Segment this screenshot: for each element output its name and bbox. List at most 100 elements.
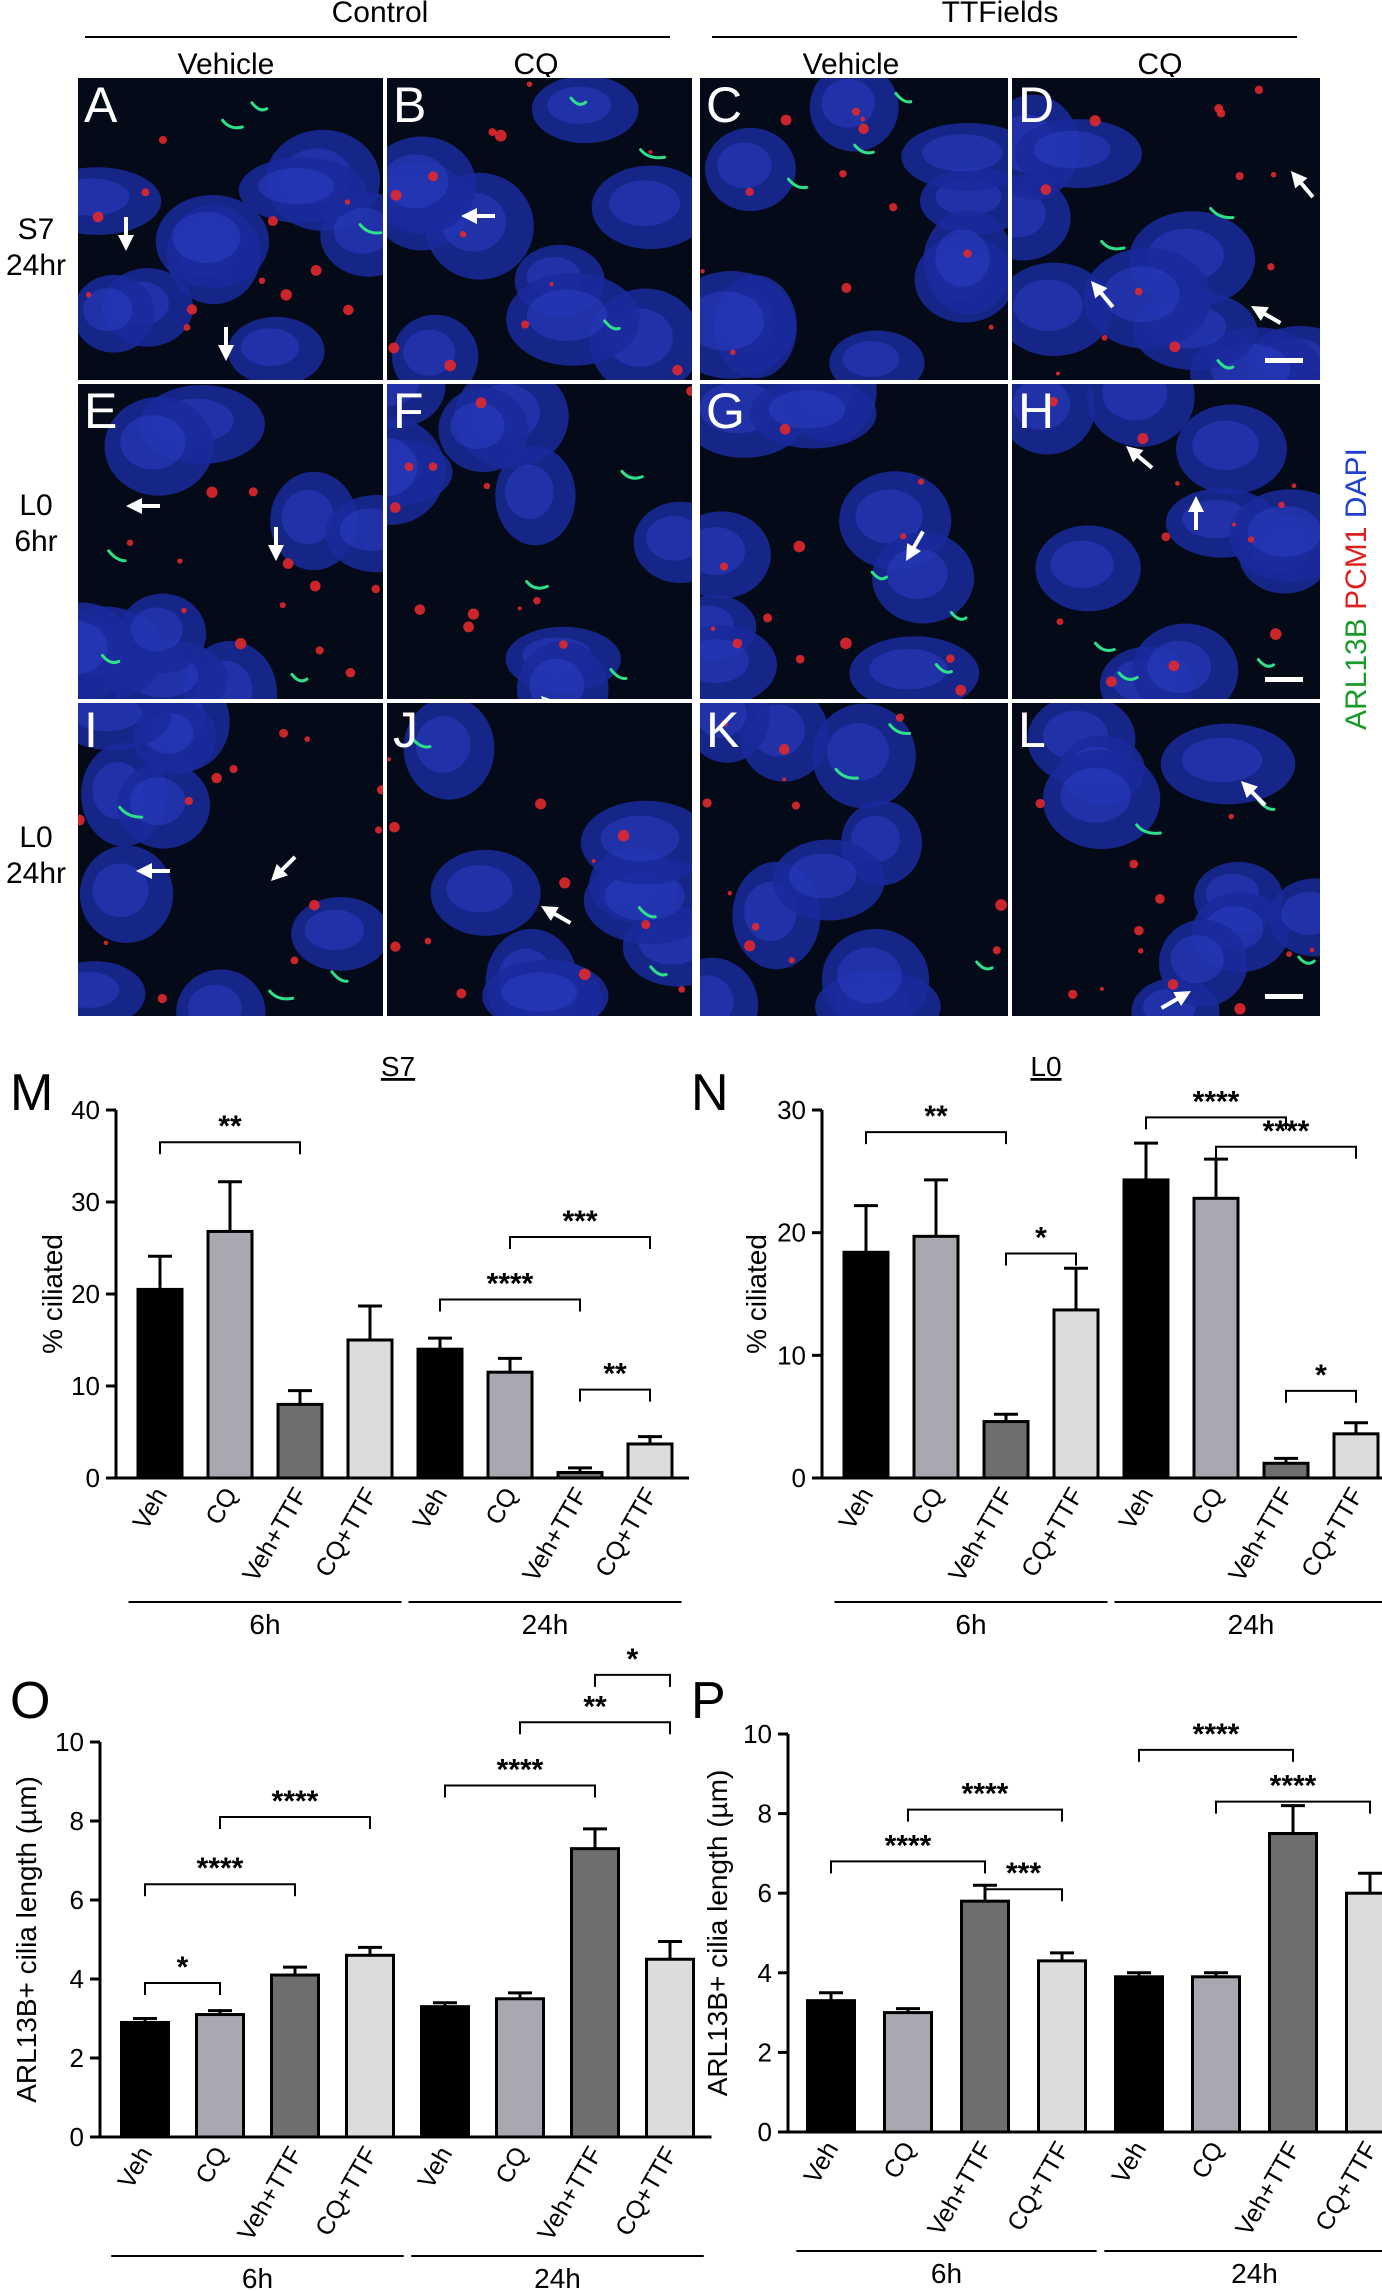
y-axis-label-N: % ciliated bbox=[741, 1234, 772, 1354]
legend-arl13b: ARL13B bbox=[1340, 618, 1373, 730]
col-label-cq-1: CQ bbox=[513, 48, 559, 81]
x-tick-label-M: Veh+TTF bbox=[237, 1483, 313, 1587]
micrograph-image-C bbox=[700, 78, 1008, 380]
micrograph-panel-C: C bbox=[699, 77, 1009, 381]
micrograph-image-G bbox=[700, 384, 1008, 699]
bar-P-6 bbox=[1268, 1832, 1318, 2134]
bar-O-4 bbox=[420, 2005, 470, 2139]
micrograph-image-L bbox=[1012, 703, 1320, 1016]
x-tick-label-O: Veh+TTF bbox=[532, 2142, 608, 2246]
panel-letter-E: E bbox=[84, 383, 118, 439]
panel-letter-L: L bbox=[1018, 702, 1046, 758]
bar-P-0 bbox=[806, 1999, 856, 2134]
sig-label-N: **** bbox=[1263, 1115, 1310, 1148]
y-axis-label-O: ARL13B+ cilia length (µm) bbox=[11, 1776, 42, 2103]
x-tick-label-O: CQ bbox=[490, 2142, 533, 2188]
bar-P-7 bbox=[1345, 1891, 1382, 2134]
sig-label-M: *** bbox=[562, 1205, 597, 1238]
x-tick-label-M: CQ+TTF bbox=[590, 1483, 663, 1582]
y-tick-label-N: 0 bbox=[792, 1463, 806, 1493]
bar-N-4 bbox=[1122, 1178, 1170, 1480]
bar-O-1 bbox=[195, 2013, 245, 2139]
row-label-l0-24hr: L0 24hr bbox=[5, 821, 67, 890]
y-tick-label-M: 40 bbox=[71, 1095, 100, 1125]
bar-O-5 bbox=[495, 1997, 545, 2139]
micrograph-panel-J: J bbox=[386, 702, 693, 1017]
chart-title-N: L0 bbox=[1030, 1051, 1061, 1082]
x-tick-label-P: CQ+TTF bbox=[1002, 2137, 1075, 2236]
bar-M-5 bbox=[486, 1370, 534, 1480]
sig-label-O: * bbox=[177, 1951, 189, 1984]
group-label-M: 24h bbox=[522, 1609, 569, 1640]
x-tick-label-N: Veh+TTF bbox=[943, 1483, 1019, 1587]
bar-N-0 bbox=[842, 1250, 890, 1480]
bar-P-2 bbox=[960, 1899, 1010, 2134]
micrograph-panel-K: K bbox=[699, 702, 1009, 1017]
bar-M-1 bbox=[206, 1229, 254, 1480]
y-tick-label-P: 4 bbox=[758, 1958, 772, 1988]
sig-label-O: ** bbox=[583, 1690, 607, 1723]
header-ttfields: TTFields bbox=[941, 0, 1059, 29]
panel-letter-K: K bbox=[706, 702, 740, 758]
col-label-cq-2: CQ bbox=[1137, 48, 1183, 81]
bar-N-6 bbox=[1262, 1461, 1310, 1480]
sig-label-N: * bbox=[1315, 1359, 1327, 1392]
legend-pcm1: PCM1 bbox=[1340, 526, 1373, 610]
chart-letter-M: M bbox=[10, 1064, 53, 1122]
chart-P: P 0 2 4 6 8 10 ARL13B+ cilia length (µm) Veh CQ Ve… bbox=[691, 1658, 1382, 2291]
x-tick-label-M: CQ bbox=[480, 1483, 523, 1529]
sig-bracket-M bbox=[159, 1141, 301, 1155]
y-tick-label-M: 20 bbox=[71, 1279, 100, 1309]
sig-bracket-P bbox=[984, 1888, 1063, 1902]
panel-letter-G: G bbox=[706, 383, 745, 439]
micrograph-panel-H: H bbox=[1011, 383, 1321, 700]
bar-M-4 bbox=[416, 1347, 464, 1480]
sig-label-M: ** bbox=[218, 1110, 242, 1143]
micrograph-panel-B: B bbox=[386, 77, 693, 381]
micrograph-panel-L: L bbox=[1011, 702, 1321, 1017]
y-tick-label-P: 6 bbox=[758, 1878, 772, 1908]
bar-M-6 bbox=[556, 1470, 604, 1480]
sig-label-O: **** bbox=[497, 1753, 544, 1786]
panel-letter-B: B bbox=[393, 77, 427, 133]
x-tick-label-P: Veh bbox=[1106, 2137, 1152, 2188]
x-tick-label-O: CQ+TTF bbox=[310, 2142, 383, 2241]
bar-M-3 bbox=[346, 1338, 394, 1480]
sig-label-P: **** bbox=[885, 1829, 932, 1862]
bar-M-0 bbox=[136, 1287, 184, 1480]
sig-bracket-N bbox=[1215, 1145, 1357, 1159]
y-tick-label-N: 20 bbox=[777, 1218, 806, 1248]
row-label-l0-6hr: L0 6hr bbox=[14, 489, 58, 558]
sig-bracket-O bbox=[594, 1673, 671, 1687]
header-ttfields-line bbox=[712, 36, 1297, 38]
group-label-N: 6h bbox=[955, 1609, 986, 1640]
x-tick-label-M: Veh bbox=[127, 1483, 173, 1534]
x-tick-label-N: Veh+TTF bbox=[1223, 1483, 1299, 1587]
bar-O-2 bbox=[270, 1973, 320, 2139]
micrograph-image-A bbox=[78, 78, 383, 380]
y-tick-label-O: 10 bbox=[55, 1727, 84, 1757]
x-tick-label-O: Veh+TTF bbox=[232, 2142, 308, 2246]
sig-bracket-P bbox=[1138, 1748, 1294, 1762]
micrograph-panel-G: G bbox=[699, 383, 1009, 700]
sig-bracket-P bbox=[1215, 1800, 1371, 1814]
sig-label-P: **** bbox=[962, 1778, 1009, 1811]
bar-M-2 bbox=[276, 1402, 324, 1480]
x-tick-label-P: Veh+TTF bbox=[1230, 2137, 1306, 2241]
x-tick-label-P: Veh+TTF bbox=[922, 2137, 998, 2241]
micrograph-image-I bbox=[78, 703, 383, 1016]
sig-bracket-P bbox=[907, 1808, 1063, 1822]
legend-dapi: DAPI bbox=[1340, 448, 1373, 519]
y-tick-label-M: 10 bbox=[71, 1371, 100, 1401]
sig-bracket-O bbox=[519, 1721, 671, 1735]
x-tick-label-M: Veh bbox=[407, 1483, 453, 1534]
micrograph-panel-I: I bbox=[77, 702, 384, 1017]
micrograph-image-F bbox=[387, 384, 692, 699]
x-tick-label-P: CQ bbox=[878, 2137, 921, 2183]
x-tick-label-M: CQ+TTF bbox=[310, 1483, 383, 1582]
y-tick-label-N: 30 bbox=[777, 1095, 806, 1125]
row-label-s7-24hr: S7 24hr bbox=[5, 213, 67, 282]
col-label-vehicle-2: Vehicle bbox=[802, 48, 900, 81]
bar-N-1 bbox=[912, 1234, 960, 1480]
